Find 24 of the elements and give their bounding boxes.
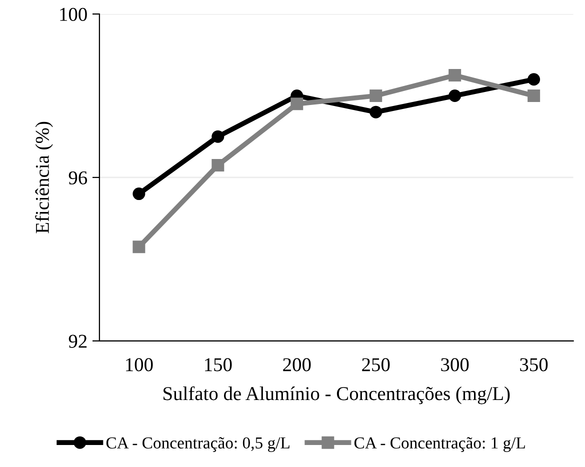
point bbox=[528, 73, 540, 86]
x-tick-label: 300 bbox=[441, 358, 469, 372]
point bbox=[132, 240, 146, 254]
x-tick-label: 100 bbox=[126, 358, 153, 372]
y-tick-label: 100 bbox=[60, 8, 87, 21]
point bbox=[290, 98, 304, 110]
point bbox=[448, 89, 462, 102]
point bbox=[132, 188, 146, 200]
x-tick-label: 150 bbox=[205, 358, 232, 372]
point bbox=[370, 106, 382, 118]
legend-label: CA - Concentração: 1 g/L bbox=[354, 437, 525, 452]
x-axis-title: Sulfato de Alumínio - Concentrações (mg/L) bbox=[164, 386, 510, 404]
point bbox=[212, 130, 224, 143]
x-tick-label: 200 bbox=[283, 358, 311, 372]
y-tick-label: 96 bbox=[68, 171, 88, 184]
point bbox=[448, 69, 462, 82]
point bbox=[370, 89, 382, 102]
y-axis-title: Eficiência (%) bbox=[35, 122, 53, 234]
point bbox=[212, 158, 224, 172]
legend-label: CA - Concentração: 0,5 g/L bbox=[106, 437, 290, 452]
x-tick-label: 350 bbox=[520, 358, 548, 372]
y-tick-label: 92 bbox=[68, 334, 87, 348]
point bbox=[528, 89, 540, 102]
x-tick-label: 250 bbox=[362, 358, 390, 372]
